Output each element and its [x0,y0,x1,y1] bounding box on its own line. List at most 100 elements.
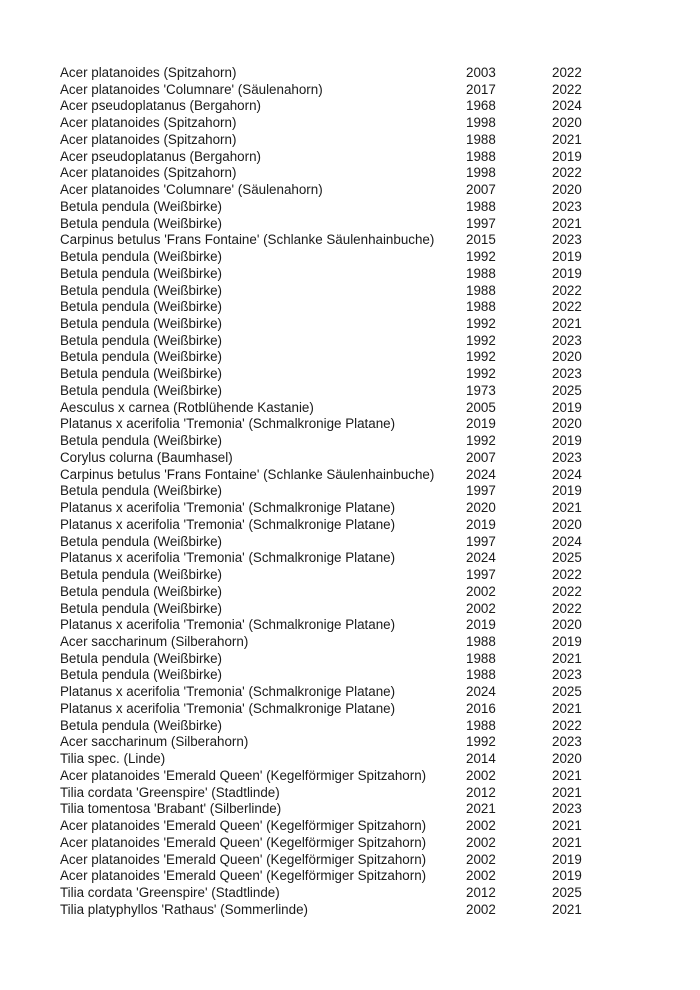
year-planted-cell: 2024 [466,550,496,566]
table-row: Betula pendula (Weißbirke) 1992 2020 [60,349,620,366]
year-planted-cell: 1988 [466,299,496,315]
species-cell: Acer pseudoplatanus (Bergahorn) [60,98,261,114]
species-cell: Betula pendula (Weißbirke) [60,533,223,549]
table-row: Platanus x acerifolia 'Tremonia' (Schmal… [60,550,620,567]
year-checked-cell: 2022 [552,65,582,80]
table-row: Acer platanoides 'Emerald Queen' (Kegelf… [60,768,620,785]
year-planted-cell: 1988 [466,633,496,649]
year-planted-cell: 1992 [466,366,496,382]
year-planted-cell: 1988 [466,650,496,666]
year-planted-cell: 2003 [466,65,496,80]
species-cell: Betula pendula (Weißbirke) [60,583,223,599]
table-row: Acer platanoides (Spitzahorn) 1988 2021 [60,132,620,149]
year-planted-cell: 1992 [466,734,496,750]
species-cell: Platanus x acerifolia 'Tremonia' (Schmal… [60,700,396,716]
year-planted-cell: 2002 [466,901,496,917]
table-row: Betula pendula (Weißbirke) 1988 2022 [60,283,620,300]
year-checked-cell: 2021 [552,818,582,834]
species-cell: Betula pendula (Weißbirke) [60,667,223,683]
year-checked-cell: 2020 [552,182,582,198]
year-planted-cell: 1988 [466,265,496,281]
table-row: Platanus x acerifolia 'Tremonia' (Schmal… [60,617,620,634]
year-checked-cell: 2021 [552,767,582,783]
species-cell: Betula pendula (Weißbirke) [60,366,223,382]
year-planted-cell: 2024 [466,466,496,482]
year-checked-cell: 2022 [552,567,582,583]
table-row: Betula pendula (Weißbirke) 2002 2022 [60,584,620,601]
species-cell: Acer platanoides 'Emerald Queen' (Kegelf… [60,868,427,884]
year-checked-cell: 2021 [552,316,582,332]
table-row: Platanus x acerifolia 'Tremonia' (Schmal… [60,701,620,718]
year-checked-cell: 2022 [552,165,582,181]
year-planted-cell: 2012 [466,884,496,900]
year-checked-cell: 2019 [552,249,582,265]
species-cell: Tilia cordata 'Greenspire' (Stadtlinde) [60,784,280,800]
year-checked-cell: 2023 [552,332,582,348]
species-cell: Acer platanoides 'Emerald Queen' (Kegelf… [60,767,427,783]
species-cell: Platanus x acerifolia 'Tremonia' (Schmal… [60,516,396,532]
year-checked-cell: 2024 [552,533,582,549]
species-cell: Corylus colurna (Baumhasel) [60,449,233,465]
year-planted-cell: 2019 [466,516,496,532]
year-checked-cell: 2024 [552,98,582,114]
year-planted-cell: 1998 [466,115,496,131]
year-checked-cell: 2021 [552,834,582,850]
year-checked-cell: 2025 [552,382,582,398]
species-cell: Acer saccharinum (Silberahorn) [60,633,249,649]
species-cell: Acer platanoides 'Emerald Queen' (Kegelf… [60,818,427,834]
table-row: Platanus x acerifolia 'Tremonia' (Schmal… [60,517,620,534]
year-checked-cell: 2023 [552,801,582,817]
species-cell: Betula pendula (Weißbirke) [60,282,223,298]
year-checked-cell: 2022 [552,583,582,599]
year-checked-cell: 2025 [552,550,582,566]
year-planted-cell: 2012 [466,784,496,800]
year-checked-cell: 2019 [552,265,582,281]
year-planted-cell: 1997 [466,567,496,583]
year-planted-cell: 1992 [466,332,496,348]
year-planted-cell: 1988 [466,667,496,683]
year-checked-cell: 2023 [552,232,582,248]
year-checked-cell: 2021 [552,901,582,917]
table-row: Betula pendula (Weißbirke) 1992 2023 [60,333,620,350]
year-planted-cell: 2002 [466,600,496,616]
year-checked-cell: 2020 [552,751,582,767]
year-planted-cell: 2019 [466,617,496,633]
species-cell: Platanus x acerifolia 'Tremonia' (Schmal… [60,500,396,516]
species-cell: Platanus x acerifolia 'Tremonia' (Schmal… [60,684,396,700]
year-planted-cell: 1997 [466,483,496,499]
year-planted-cell: 1992 [466,349,496,365]
year-planted-cell: 1988 [466,131,496,147]
year-planted-cell: 2015 [466,232,496,248]
species-cell: Acer platanoides (Spitzahorn) [60,165,237,181]
year-checked-cell: 2022 [552,81,582,97]
year-checked-cell: 2023 [552,449,582,465]
table-row: Betula pendula (Weißbirke) 1988 2022 [60,299,620,316]
table-row: Acer platanoides (Spitzahorn) 1998 2020 [60,115,620,132]
table-row: Acer platanoides 'Emerald Queen' (Kegelf… [60,835,620,852]
table-row: Acer platanoides (Spitzahorn) 2003 2022 [60,65,620,82]
year-checked-cell: 2022 [552,717,582,733]
year-planted-cell: 2002 [466,868,496,884]
year-planted-cell: 2002 [466,851,496,867]
year-checked-cell: 2020 [552,115,582,131]
year-planted-cell: 2020 [466,500,496,516]
species-cell: Aesculus x carnea (Rotblühende Kastanie) [60,399,314,415]
year-checked-cell: 2025 [552,884,582,900]
table-row: Carpinus betulus 'Frans Fontaine' (Schla… [60,232,620,249]
species-cell: Tilia platyphyllos 'Rathaus' (Sommerlind… [60,901,308,917]
species-cell: Acer platanoides 'Columnare' (Säulenahor… [60,182,323,198]
year-planted-cell: 1997 [466,215,496,231]
species-cell: Acer saccharinum (Silberahorn) [60,734,249,750]
year-checked-cell: 2022 [552,600,582,616]
year-checked-cell: 2023 [552,366,582,382]
year-planted-cell: 2002 [466,834,496,850]
year-checked-cell: 2020 [552,516,582,532]
table-row: Platanus x acerifolia 'Tremonia' (Schmal… [60,500,620,517]
table-row: Betula pendula (Weißbirke) 1988 2023 [60,667,620,684]
tree-table: Acer platanoides (Spitzahorn) 2003 2022 Ace… [60,65,620,918]
year-planted-cell: 2014 [466,751,496,767]
year-planted-cell: 1968 [466,98,496,114]
year-checked-cell: 2021 [552,650,582,666]
species-cell: Carpinus betulus 'Frans Fontaine' (Schla… [60,232,435,248]
species-cell: Betula pendula (Weißbirke) [60,332,223,348]
